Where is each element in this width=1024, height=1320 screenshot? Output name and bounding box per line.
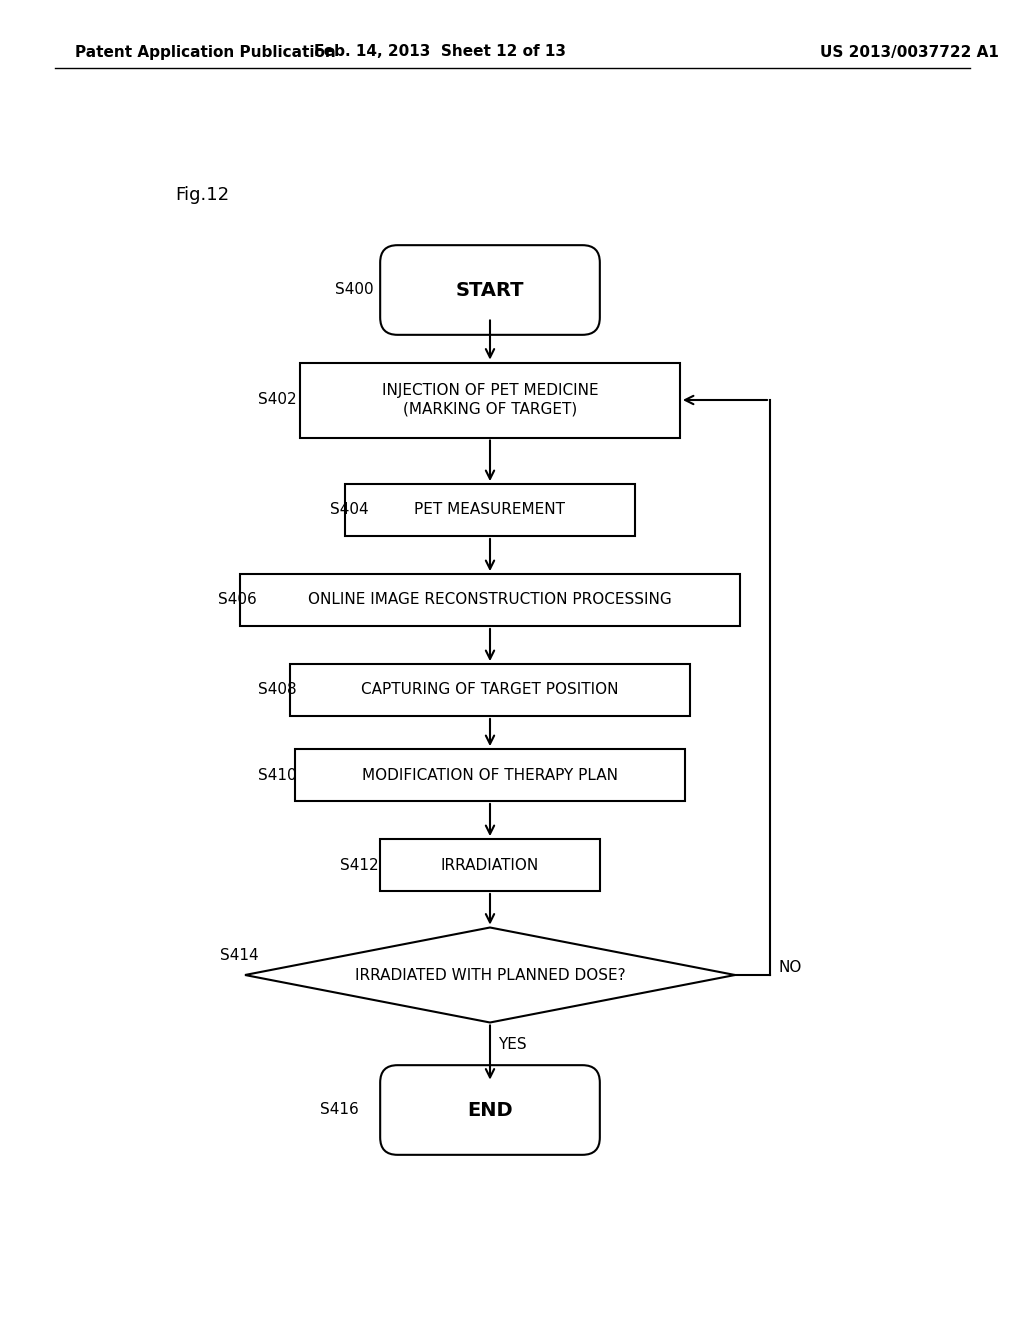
Text: S400: S400 [335, 282, 374, 297]
Bar [295, 748, 685, 801]
Text: ONLINE IMAGE RECONSTRUCTION PROCESSING: ONLINE IMAGE RECONSTRUCTION PROCESSING [308, 593, 672, 607]
Text: Patent Application Publication: Patent Application Publication [75, 45, 336, 59]
Text: S416: S416 [319, 1102, 358, 1118]
Polygon shape [245, 928, 735, 1023]
Text: END: END [467, 1101, 513, 1119]
Text: S402: S402 [258, 392, 297, 408]
Text: S412: S412 [340, 858, 379, 873]
Text: CAPTURING OF TARGET POSITION: CAPTURING OF TARGET POSITION [361, 682, 618, 697]
Text: S404: S404 [330, 503, 369, 517]
Text: IRRADIATION: IRRADIATION [441, 858, 539, 873]
Text: INJECTION OF PET MEDICINE
(MARKING OF TARGET): INJECTION OF PET MEDICINE (MARKING OF TA… [382, 383, 598, 417]
FancyBboxPatch shape [380, 1065, 600, 1155]
Bar [300, 363, 680, 437]
Text: S408: S408 [258, 682, 297, 697]
Text: START: START [456, 281, 524, 300]
Text: S410: S410 [258, 767, 297, 783]
Bar [345, 484, 635, 536]
FancyBboxPatch shape [380, 246, 600, 335]
Bar [380, 840, 600, 891]
Text: IRRADIATED WITH PLANNED DOSE?: IRRADIATED WITH PLANNED DOSE? [354, 968, 626, 982]
Text: S406: S406 [218, 593, 257, 607]
Text: NO: NO [778, 960, 802, 974]
Text: MODIFICATION OF THERAPY PLAN: MODIFICATION OF THERAPY PLAN [362, 767, 618, 783]
Text: PET MEASUREMENT: PET MEASUREMENT [415, 503, 565, 517]
Text: YES: YES [498, 1038, 526, 1052]
Text: Feb. 14, 2013  Sheet 12 of 13: Feb. 14, 2013 Sheet 12 of 13 [314, 45, 566, 59]
Bar [240, 574, 740, 626]
Text: US 2013/0037722 A1: US 2013/0037722 A1 [820, 45, 998, 59]
Text: Fig.12: Fig.12 [175, 186, 229, 205]
Text: S414: S414 [220, 948, 259, 962]
Bar [290, 664, 690, 715]
